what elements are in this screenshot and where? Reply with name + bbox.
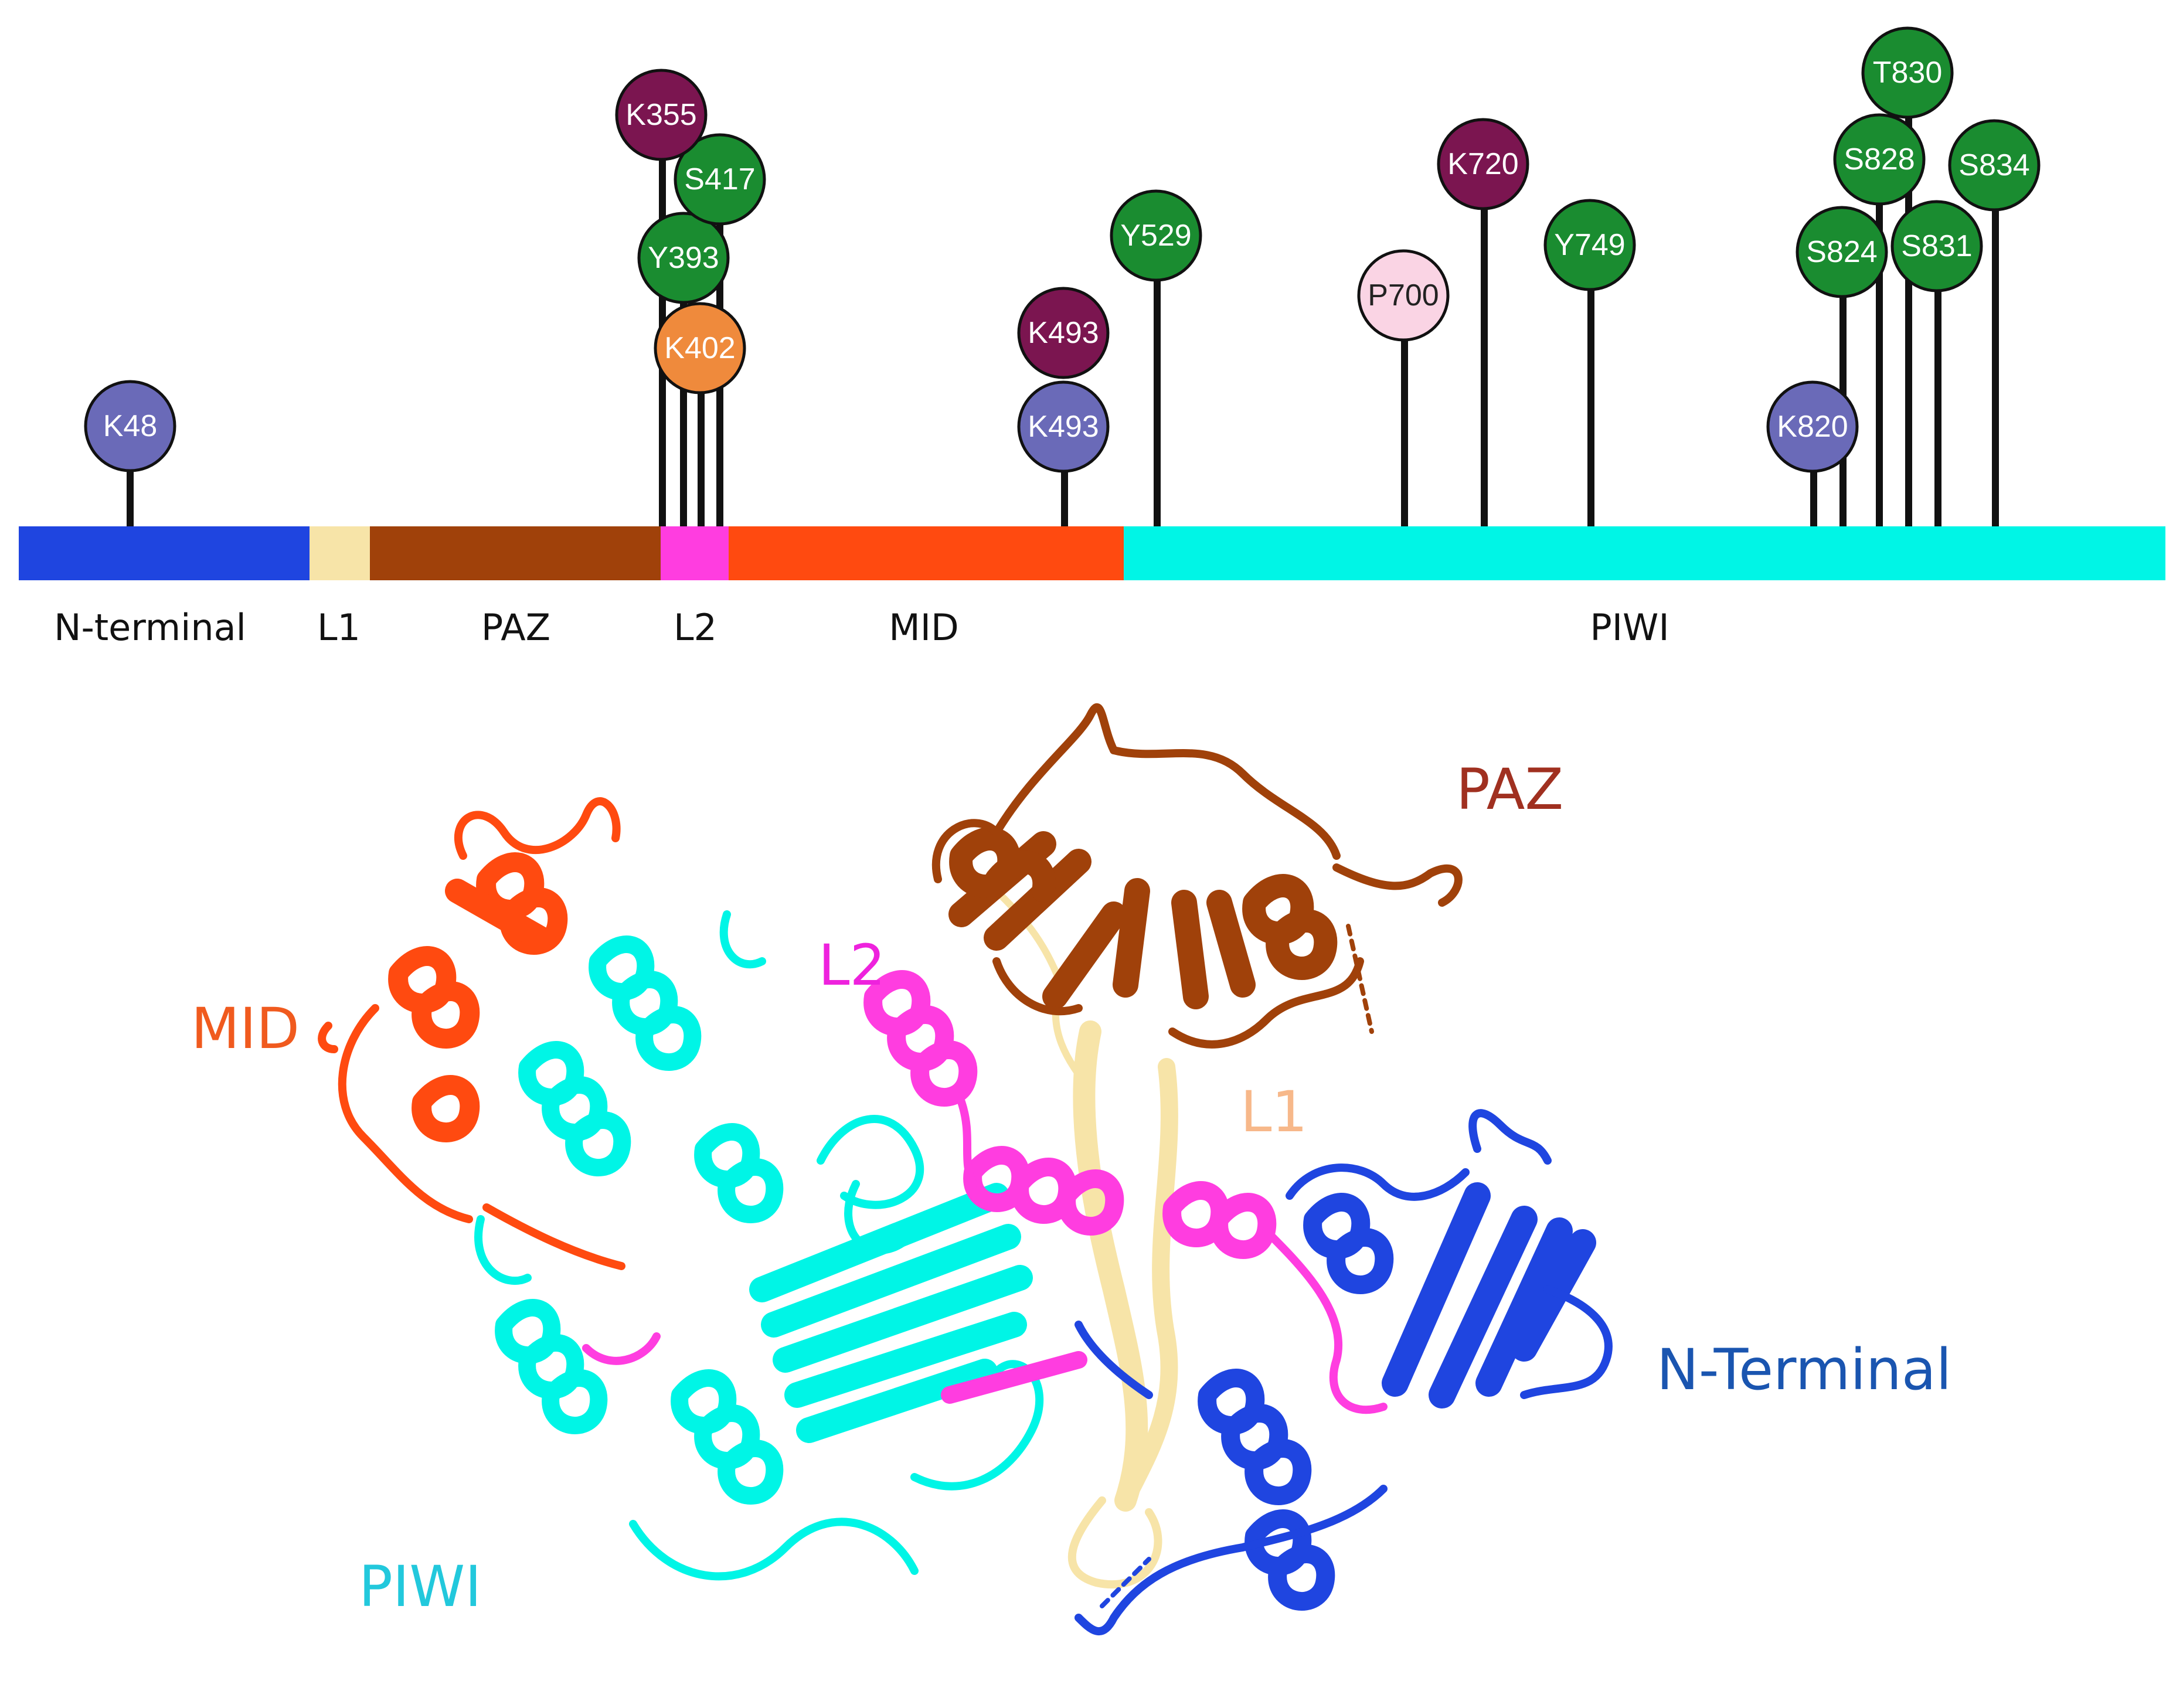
svg-text:Y529: Y529 xyxy=(1120,219,1191,253)
domain-label-mid: MID xyxy=(889,606,959,649)
svg-text:P700: P700 xyxy=(1368,278,1439,312)
svg-text:S417: S417 xyxy=(684,162,755,196)
svg-text:S828: S828 xyxy=(1844,142,1915,176)
site-t830: T830 xyxy=(1861,26,1954,119)
site-y393: Y393 xyxy=(637,212,730,304)
svg-text:K48: K48 xyxy=(103,409,158,443)
site-k48: K48 xyxy=(84,380,176,472)
mid-ribbon xyxy=(318,797,625,1270)
site-s824: S824 xyxy=(1796,206,1888,298)
svg-text:K355: K355 xyxy=(625,98,696,132)
site-s417: S417 xyxy=(674,133,766,226)
svg-text:K493: K493 xyxy=(1028,410,1099,444)
svg-text:S834: S834 xyxy=(1958,148,2029,182)
svg-text:S824: S824 xyxy=(1806,235,1877,269)
domain-segment-piwi xyxy=(1124,526,2165,580)
domain-label-l2: L2 xyxy=(674,606,717,649)
domain-label-l1: L1 xyxy=(317,606,361,649)
site-k493-acetyl: K493 xyxy=(1017,380,1110,473)
structure-label-n-terminal: N-Terminal xyxy=(1657,1337,1951,1403)
domain-segment-paz xyxy=(370,526,661,580)
site-s828: S828 xyxy=(1833,113,1926,206)
svg-text:K493: K493 xyxy=(1028,316,1099,350)
piwi-ribbon xyxy=(474,910,1044,1581)
site-k493-ubiquitin: K493 xyxy=(1017,287,1110,379)
site-s831: S831 xyxy=(1890,200,1983,292)
site-k720: K720 xyxy=(1437,118,1529,210)
domain-segment-mid xyxy=(729,526,1124,580)
domain-label-piwi: PIWI xyxy=(1590,606,1669,649)
ptm-sites: K48 K402 Y393 S417 K355 K493 K493 Y529 xyxy=(84,26,2041,473)
site-y529: Y529 xyxy=(1110,189,1202,282)
svg-text:Y393: Y393 xyxy=(648,241,719,275)
domain-label-paz: PAZ xyxy=(481,606,550,649)
domain-segment-l2 xyxy=(661,526,729,580)
paz-ribbon xyxy=(931,703,1463,1049)
site-s834: S834 xyxy=(1948,119,2041,212)
svg-text:K820: K820 xyxy=(1777,410,1848,444)
protein-structure-illustration: PAZ L2 MID L1 N-Terminal PIWI xyxy=(191,703,1951,1635)
site-k402: K402 xyxy=(654,302,746,394)
svg-text:K402: K402 xyxy=(664,331,735,365)
site-k355: K355 xyxy=(615,69,708,161)
domain-bar xyxy=(19,526,2165,580)
domain-label-n-terminal: N-terminal xyxy=(54,606,246,649)
domain-segment-l1 xyxy=(310,526,370,580)
structure-label-piwi: PIWI xyxy=(359,1554,481,1619)
domain-labels: N-terminal L1 PAZ L2 MID PIWI xyxy=(54,606,1669,649)
n-terminal-ribbon xyxy=(1075,1109,1613,1635)
structure-label-l1: L1 xyxy=(1240,1079,1308,1145)
structure-labels: PAZ L2 MID L1 N-Terminal PIWI xyxy=(191,757,1951,1619)
site-k820: K820 xyxy=(1766,380,1859,473)
svg-text:S831: S831 xyxy=(1901,229,1972,263)
structure-label-l2: L2 xyxy=(818,933,886,998)
site-y749: Y749 xyxy=(1543,199,1636,291)
structure-label-paz: PAZ xyxy=(1456,757,1563,822)
domain-segment-n-terminal xyxy=(19,526,310,580)
l2-ribbon xyxy=(582,970,1388,1414)
svg-text:K720: K720 xyxy=(1447,147,1518,181)
structure-label-mid: MID xyxy=(191,996,300,1061)
l1-ribbon xyxy=(993,887,1178,1589)
svg-text:Y749: Y749 xyxy=(1554,228,1625,262)
svg-text:T830: T830 xyxy=(1873,56,1943,90)
site-p700: P700 xyxy=(1357,249,1450,342)
